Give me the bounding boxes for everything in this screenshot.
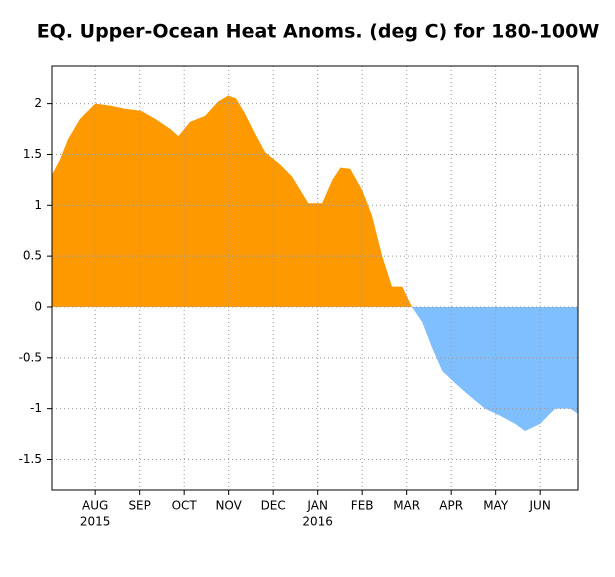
year-label: 2015 bbox=[80, 515, 111, 529]
x-tick-label: FEB bbox=[351, 499, 374, 513]
x-tick-label: MAY bbox=[483, 499, 509, 513]
year-label: 2016 bbox=[302, 515, 333, 529]
y-tick-label: 0.5 bbox=[23, 249, 42, 263]
y-tick-label: -0.5 bbox=[19, 350, 42, 364]
y-tick-label: 2 bbox=[34, 96, 42, 110]
y-tick-label: 1 bbox=[34, 198, 42, 212]
area bbox=[52, 95, 578, 432]
x-tick-label: OCT bbox=[172, 499, 198, 513]
plot-frame bbox=[51, 65, 579, 491]
y-tick-label: 0 bbox=[34, 299, 42, 313]
x-tick-label: JAN bbox=[306, 499, 328, 513]
x-tick-label: MAR bbox=[393, 499, 420, 513]
x-tick-label: NOV bbox=[215, 499, 242, 513]
chart-title: EQ. Upper-Ocean Heat Anoms. (deg C) for … bbox=[37, 21, 600, 43]
x-tick-label: APR bbox=[439, 499, 463, 513]
y-tick-label: 1.5 bbox=[23, 147, 42, 161]
y-tick-label: -1.5 bbox=[19, 452, 42, 466]
y-tick-label: -1 bbox=[30, 401, 42, 415]
x-tick-label: JUN bbox=[529, 499, 551, 513]
x-tick-label: DEC bbox=[261, 499, 286, 513]
x-tick-label: AUG bbox=[82, 499, 108, 513]
x-tick-label: SEP bbox=[128, 499, 150, 513]
